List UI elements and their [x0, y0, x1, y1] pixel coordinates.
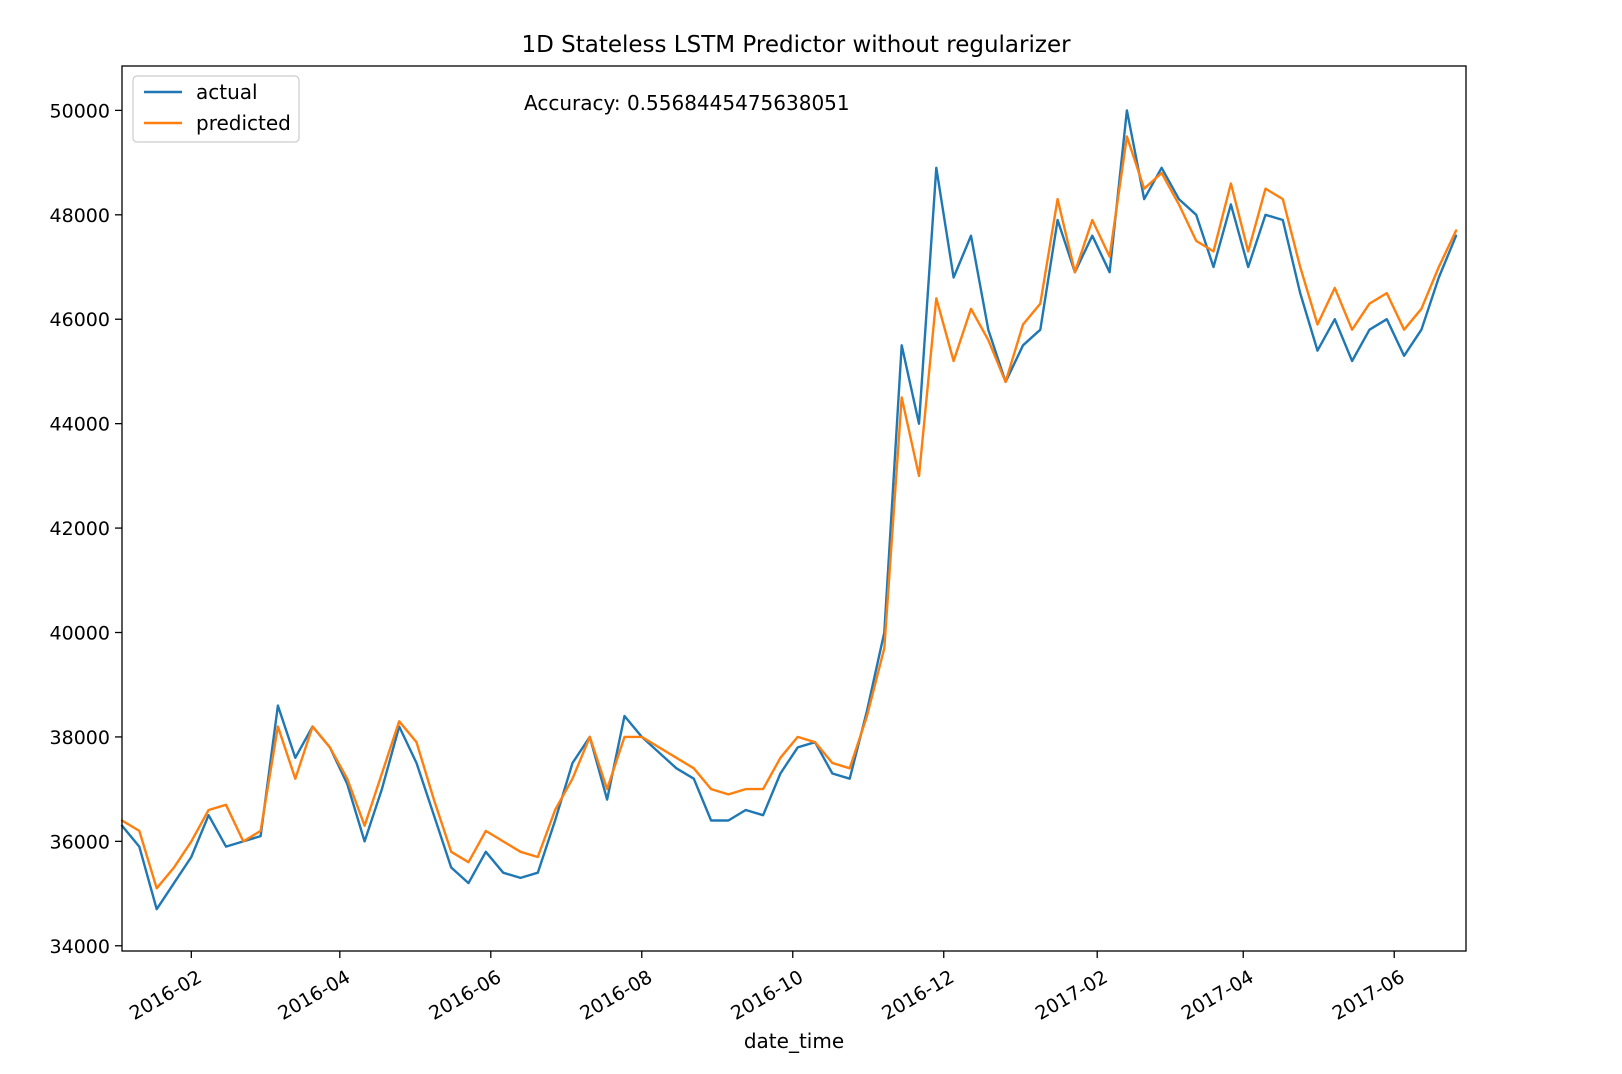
y-tick-label: 44000: [50, 414, 110, 436]
x-axis-label: date_time: [744, 1029, 844, 1053]
chart-title: 1D Stateless LSTM Predictor without regu…: [521, 32, 1071, 58]
plot-frame: [121, 65, 1467, 952]
y-tick-label: 36000: [50, 831, 110, 853]
legend-label-actual: actual: [196, 80, 258, 104]
y-tick-label: 34000: [50, 936, 110, 958]
legend-label-predicted: predicted: [196, 111, 291, 135]
y-axis: 34000 36000 38000 40000 42000 44000 46000 48000…: [50, 100, 122, 958]
series-line-actual: [120, 109, 1458, 911]
y-tick-label: 48000: [50, 205, 110, 227]
y-tick-label: 50000: [50, 100, 110, 122]
y-tick-label: 42000: [50, 518, 110, 540]
accuracy-annotation: Accuracy: 0.5568445475638051: [524, 91, 850, 115]
series-line-predicted: [120, 135, 1458, 890]
y-tick-label: 46000: [50, 309, 110, 331]
series-layer: [120, 109, 1458, 911]
y-tick-label: 38000: [50, 727, 110, 749]
y-tick-label: 40000: [50, 623, 110, 645]
legend: actual predicted: [132, 75, 300, 143]
